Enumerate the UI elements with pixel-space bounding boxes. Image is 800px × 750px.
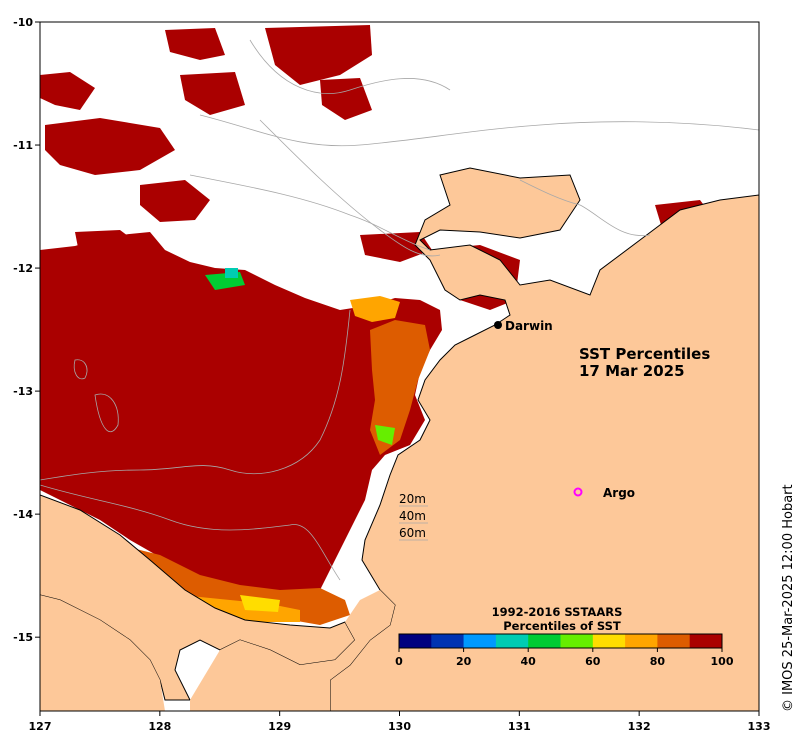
map-title-line1: SST Percentiles bbox=[579, 345, 710, 363]
x-tick-label: 129 bbox=[268, 720, 291, 733]
isobath-island-2 bbox=[94, 393, 119, 433]
coastal-band-east bbox=[370, 320, 430, 455]
patch-north-6 bbox=[320, 78, 372, 120]
x-tick-label: 127 bbox=[29, 720, 52, 733]
x-tick-label: 128 bbox=[148, 720, 171, 733]
y-tick-label: -10 bbox=[13, 16, 33, 29]
depth-legend-20m: 20m bbox=[399, 492, 426, 506]
isobath-north bbox=[249, 39, 451, 94]
darwin-label: Darwin bbox=[505, 319, 553, 333]
depth-legend-60m: 60m bbox=[399, 526, 426, 540]
colorbar-cell bbox=[689, 634, 723, 648]
colorbar-tick-label: 80 bbox=[650, 655, 666, 668]
land bbox=[40, 167, 759, 711]
x-tick-label: 130 bbox=[388, 720, 411, 733]
high-percentile-region bbox=[40, 232, 442, 600]
isobath-north-2 bbox=[259, 119, 441, 257]
patch-yellow-1 bbox=[240, 595, 280, 612]
colorbar-cell bbox=[657, 634, 690, 648]
y-tick-label: -12 bbox=[13, 262, 33, 275]
isobath-40m bbox=[189, 174, 431, 251]
argo-label: Argo bbox=[603, 486, 635, 500]
argo-marker bbox=[573, 487, 583, 497]
colorbar-cell bbox=[463, 634, 497, 648]
x-tick-label: 133 bbox=[748, 720, 771, 733]
coastal-band-south bbox=[120, 545, 350, 625]
colorbar-cell bbox=[528, 634, 561, 648]
patch-north-1 bbox=[40, 72, 95, 110]
y-axis: -10 -11 -12 -13 -14 -15 bbox=[13, 16, 40, 644]
darwin-marker bbox=[494, 321, 502, 329]
patch-lime-1 bbox=[375, 425, 395, 445]
colorbar-title-line1: 1992-2016 SSTAARS bbox=[492, 605, 623, 619]
colorbar-cell bbox=[592, 634, 626, 648]
colorbar-tick-label: 100 bbox=[711, 655, 734, 668]
isobath-60m bbox=[40, 309, 351, 481]
credit-text: © IMOS 25-Mar-2025 12:00 Hobart bbox=[781, 484, 796, 712]
colorbar-cell bbox=[625, 634, 658, 648]
coastal-band-east-yellow bbox=[350, 296, 400, 322]
sst-percentile-field bbox=[40, 25, 715, 625]
y-tick-label: -14 bbox=[13, 508, 33, 521]
patch-north-5 bbox=[180, 72, 245, 115]
isobath-island-1 bbox=[73, 359, 88, 380]
colorbar-cell bbox=[399, 634, 432, 648]
patch-north-4 bbox=[265, 25, 372, 85]
colorbar-cell bbox=[495, 634, 529, 648]
patch-north-2 bbox=[45, 118, 175, 175]
patch-cyan-1 bbox=[225, 268, 238, 278]
colorbar-cell bbox=[431, 634, 464, 648]
patch-north-7 bbox=[140, 180, 210, 222]
colorbar-tick-label: 0 bbox=[395, 655, 403, 668]
patch-north-3 bbox=[165, 28, 225, 60]
isobath-20m bbox=[199, 114, 759, 147]
y-tick-label: -13 bbox=[13, 385, 33, 398]
coastal-band-yellow bbox=[180, 595, 300, 622]
x-axis: 127 128 129 130 131 132 133 bbox=[29, 711, 771, 733]
colorbar: 1992-2016 SSTAARS Percentiles of SST 0 20… bbox=[395, 605, 734, 668]
colorbar-tick-label: 60 bbox=[585, 655, 601, 668]
y-tick-label: -15 bbox=[13, 631, 33, 644]
isobath-west bbox=[40, 484, 341, 581]
map-title-line2: 17 Mar 2025 bbox=[579, 362, 685, 380]
patch-north-8 bbox=[75, 230, 140, 262]
patch-north-12 bbox=[360, 232, 432, 262]
isobath-gulf bbox=[519, 179, 651, 237]
isobath-contours bbox=[40, 39, 759, 581]
x-tick-label: 132 bbox=[628, 720, 651, 733]
colorbar-cell bbox=[560, 634, 594, 648]
landmass-south bbox=[40, 595, 165, 711]
landmass-south-2 bbox=[190, 590, 395, 711]
colorbar-title-line2: Percentiles of SST bbox=[503, 619, 621, 633]
colorbar-tick-label: 20 bbox=[456, 655, 472, 668]
colorbar-frame bbox=[398, 633, 723, 649]
x-tick-label: 131 bbox=[508, 720, 531, 733]
y-tick-label: -11 bbox=[13, 139, 33, 152]
colorbar-tick-label: 40 bbox=[521, 655, 537, 668]
depth-legend-40m: 40m bbox=[399, 509, 426, 523]
